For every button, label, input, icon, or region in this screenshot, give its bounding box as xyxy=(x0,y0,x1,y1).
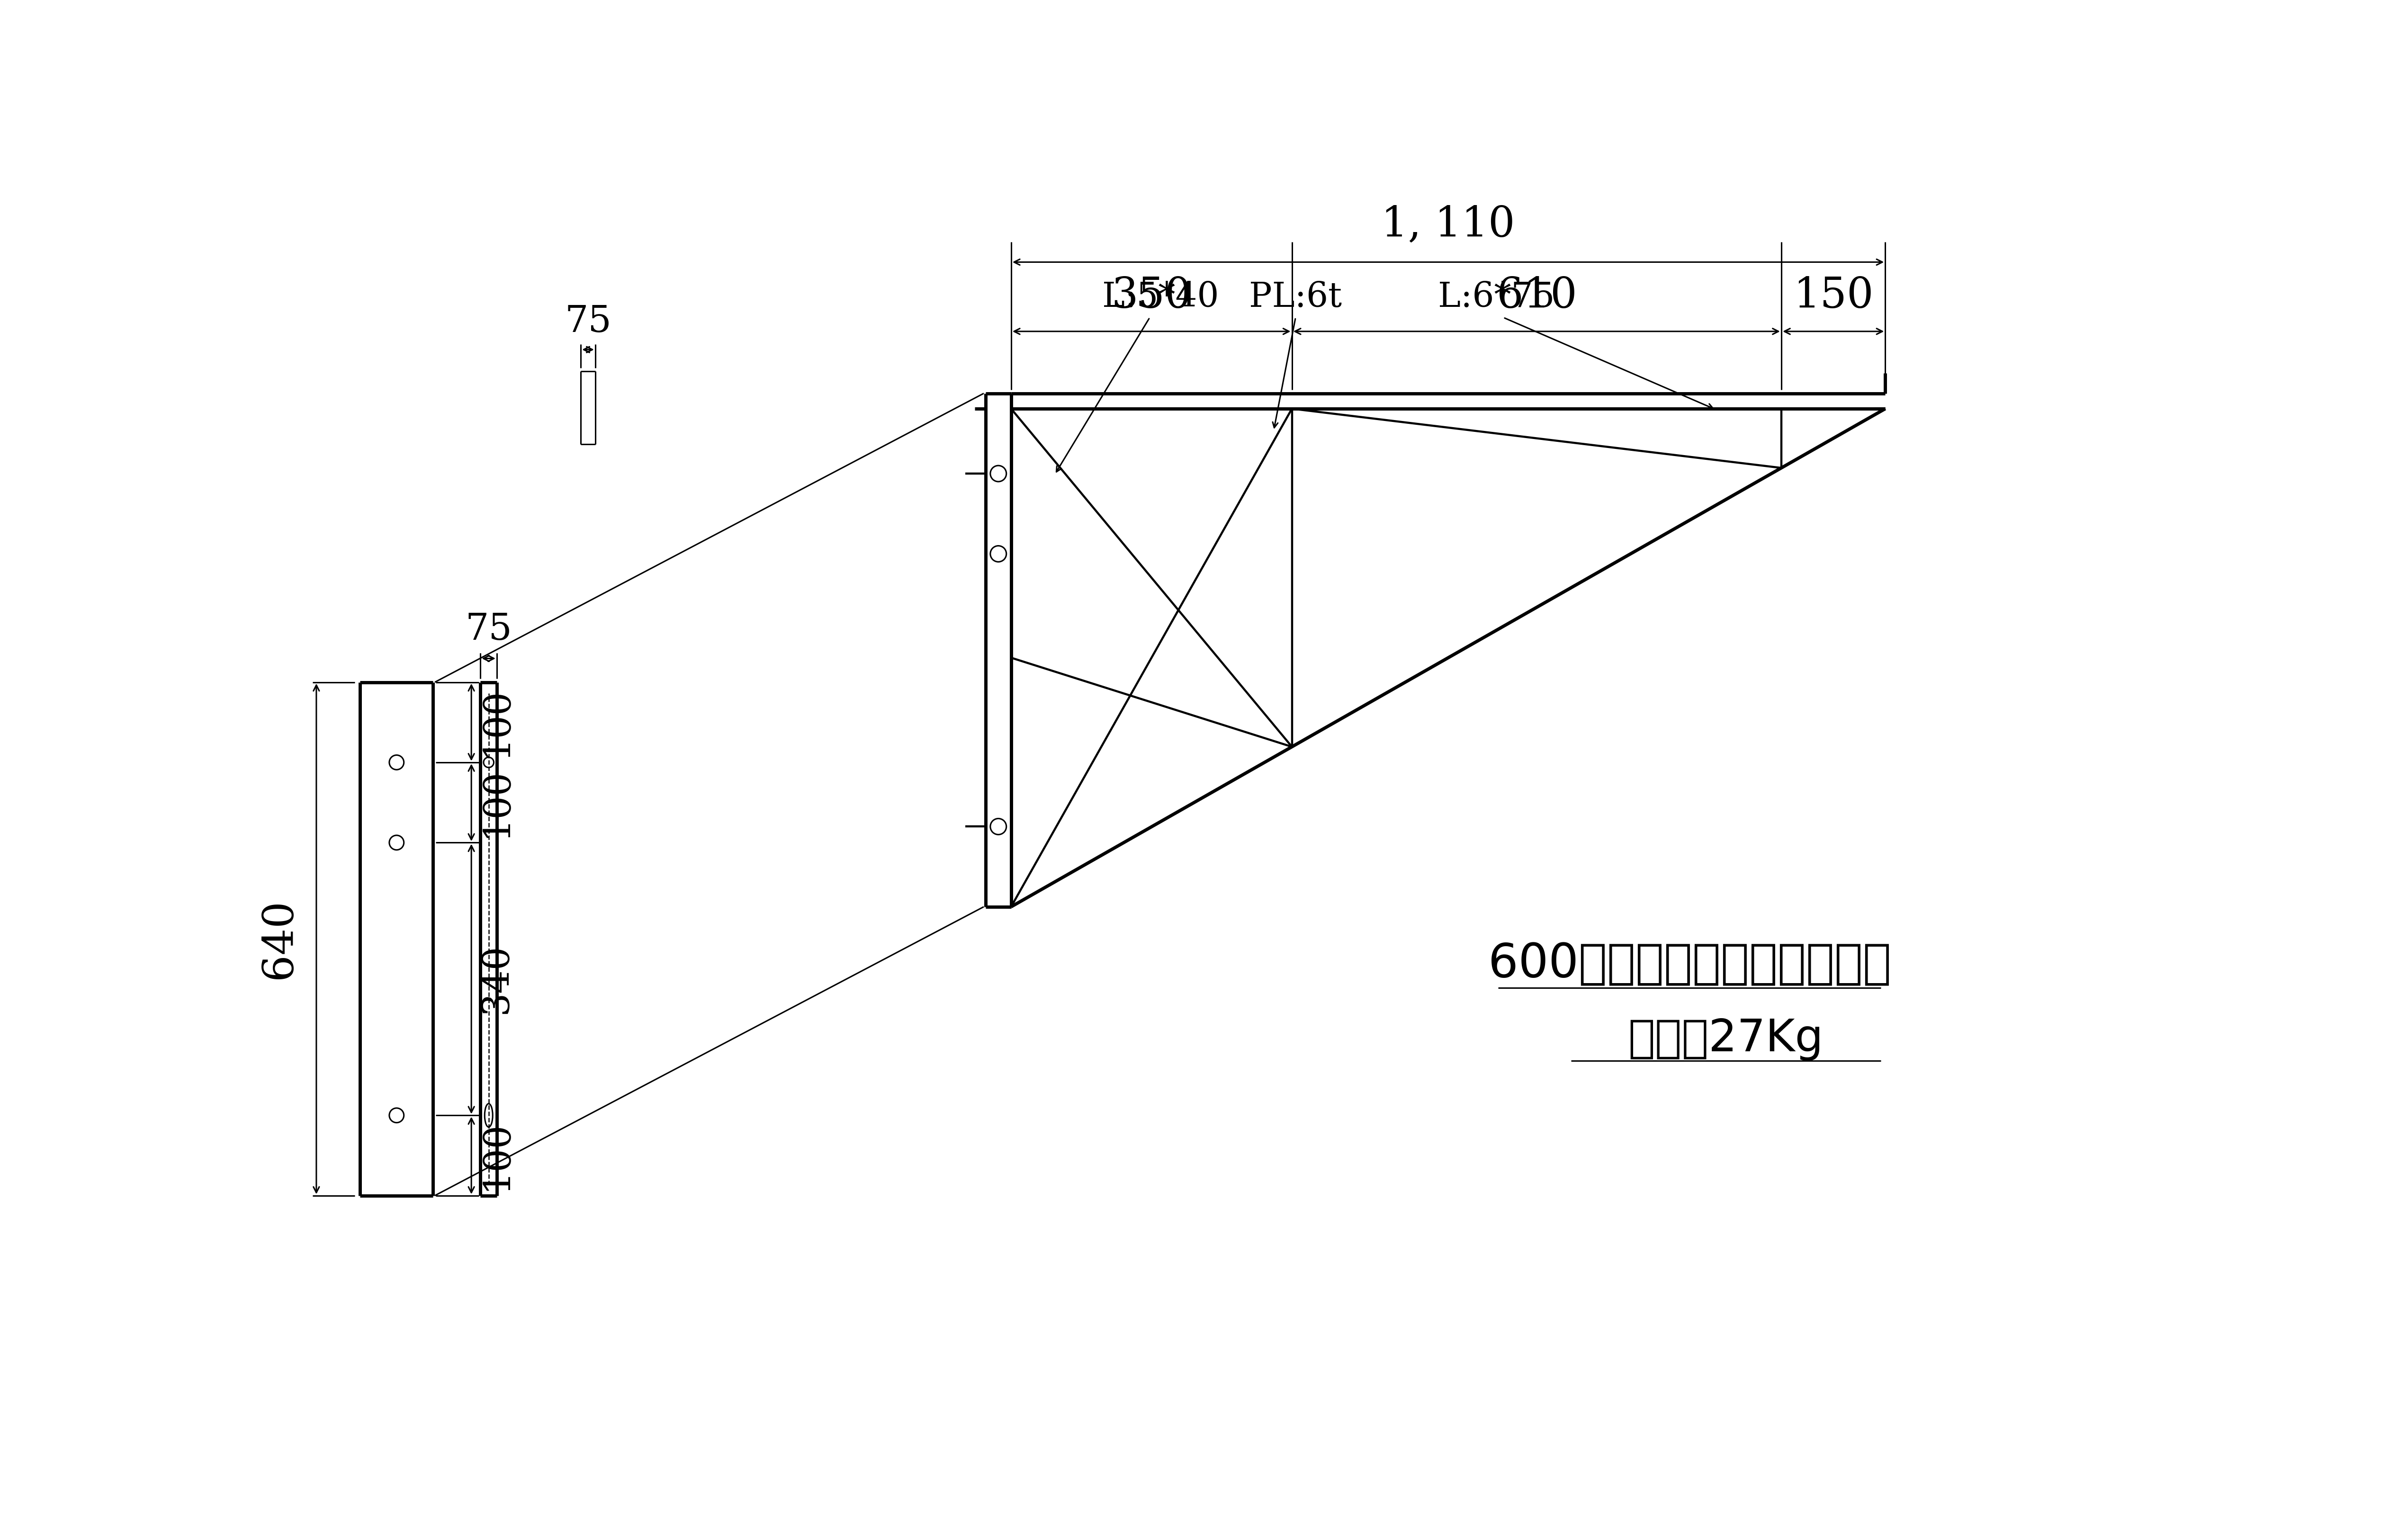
Text: 600用　アングルブラケット: 600用 アングルブラケット xyxy=(1488,942,1891,987)
Text: 150: 150 xyxy=(1793,276,1874,317)
Text: 640: 640 xyxy=(260,899,300,979)
Text: 1, 110: 1, 110 xyxy=(1381,205,1514,246)
Text: 100: 100 xyxy=(479,687,514,758)
Text: 610: 610 xyxy=(1498,276,1576,317)
Text: 75: 75 xyxy=(564,303,612,339)
Text: PL:6t: PL:6t xyxy=(1250,280,1343,314)
Text: 100: 100 xyxy=(479,767,514,838)
Text: 350: 350 xyxy=(1112,276,1190,317)
Text: L:6*75: L:6*75 xyxy=(1438,280,1555,314)
Text: L:5*40: L:5*40 xyxy=(1102,280,1219,314)
Text: 340: 340 xyxy=(479,944,514,1013)
Text: 100: 100 xyxy=(479,1121,514,1190)
Text: 75: 75 xyxy=(464,611,512,647)
Text: 重量　27Kg: 重量 27Kg xyxy=(1629,1016,1824,1061)
